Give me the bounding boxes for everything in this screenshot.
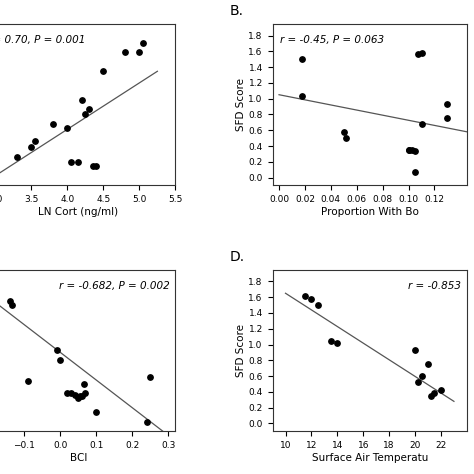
Point xyxy=(82,390,89,397)
Point xyxy=(92,163,100,170)
X-axis label: BCI: BCI xyxy=(70,453,87,463)
Point xyxy=(78,96,86,104)
Point xyxy=(444,100,451,108)
Point xyxy=(343,134,350,142)
Point xyxy=(31,137,39,145)
Text: r = 0.70, P = 0.001: r = 0.70, P = 0.001 xyxy=(0,35,85,45)
Point xyxy=(301,292,309,300)
Point xyxy=(56,356,64,364)
Point xyxy=(143,418,150,426)
Point xyxy=(80,380,87,388)
Point xyxy=(314,301,322,309)
Point xyxy=(74,158,82,165)
Point xyxy=(427,392,434,400)
Point xyxy=(418,49,425,57)
Point xyxy=(136,48,143,56)
Text: r = -0.853: r = -0.853 xyxy=(408,281,461,291)
Point xyxy=(27,144,35,151)
Point xyxy=(424,360,432,368)
X-axis label: Proportion With Bo: Proportion With Bo xyxy=(321,207,419,217)
Point xyxy=(121,48,129,56)
Point xyxy=(92,409,100,416)
Point xyxy=(334,339,341,347)
Point xyxy=(6,297,14,305)
Point xyxy=(64,125,71,132)
Point xyxy=(327,337,335,345)
Point xyxy=(411,168,419,176)
Point xyxy=(76,392,84,400)
Point xyxy=(405,146,412,154)
Point xyxy=(299,91,306,99)
Point xyxy=(100,67,107,75)
Point xyxy=(418,120,425,128)
Point xyxy=(444,115,451,122)
Y-axis label: SFD Score: SFD Score xyxy=(236,78,246,131)
Point xyxy=(411,147,419,155)
Point xyxy=(24,377,32,385)
Point xyxy=(146,374,154,381)
Text: B.: B. xyxy=(230,4,244,18)
Point xyxy=(67,390,75,397)
Point xyxy=(89,163,96,170)
Point xyxy=(13,153,21,161)
Point xyxy=(82,110,89,118)
Point xyxy=(8,301,16,309)
Point xyxy=(340,128,347,136)
Point xyxy=(418,372,425,380)
Point xyxy=(414,379,421,386)
Point xyxy=(85,106,93,113)
Text: D.: D. xyxy=(230,250,245,264)
Point xyxy=(78,392,86,400)
Y-axis label: SFD Score: SFD Score xyxy=(236,324,246,377)
Point xyxy=(437,386,445,394)
Point xyxy=(67,158,75,165)
X-axis label: Surface Air Temperatu: Surface Air Temperatu xyxy=(311,453,428,463)
Point xyxy=(414,50,421,57)
Point xyxy=(74,394,82,402)
Point xyxy=(139,39,147,46)
Point xyxy=(411,346,419,354)
Point xyxy=(49,120,57,128)
Point xyxy=(64,390,71,397)
Point xyxy=(409,146,416,154)
Text: r = -0.682, P = 0.002: r = -0.682, P = 0.002 xyxy=(59,281,170,291)
Point xyxy=(308,295,315,302)
Point xyxy=(53,346,60,354)
Point xyxy=(71,392,78,399)
Text: r = -0.45, P = 0.063: r = -0.45, P = 0.063 xyxy=(280,35,384,45)
Point xyxy=(405,146,412,154)
Point xyxy=(431,390,438,397)
X-axis label: LN Cort (ng/ml): LN Cort (ng/ml) xyxy=(38,207,118,217)
Point xyxy=(299,55,306,63)
